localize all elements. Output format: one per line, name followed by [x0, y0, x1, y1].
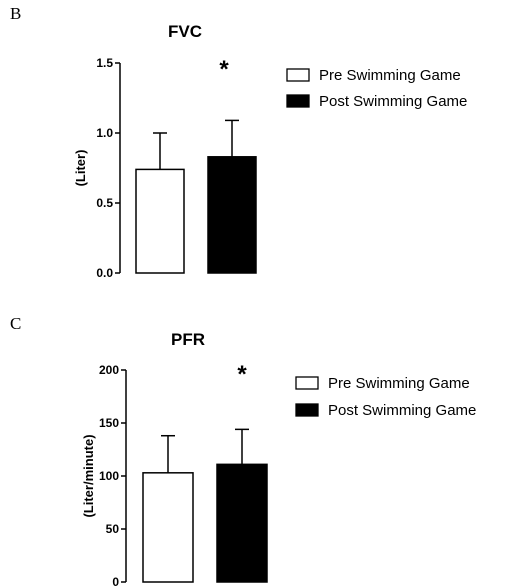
legend-swatch	[286, 68, 310, 82]
legend-swatch	[295, 376, 319, 390]
y-tick-label: 150	[99, 416, 119, 430]
legend-swatch	[286, 94, 310, 108]
legend-label: Post Swimming Game	[319, 93, 467, 110]
y-tick-label: 1.5	[96, 56, 113, 70]
y-tick-label: 200	[99, 363, 119, 377]
y-tick-label: 0	[112, 575, 119, 588]
chart-title: FVC	[168, 22, 202, 41]
chart-title: PFR	[171, 330, 205, 349]
bar-pre-swimming	[135, 168, 185, 274]
y-tick-label: 0.5	[96, 196, 113, 210]
legend-label: Post Swimming Game	[328, 402, 476, 419]
y-tick-label: 0.0	[96, 266, 113, 280]
y-axis-label: (Liter/minute)	[81, 434, 96, 517]
legend-swatch	[295, 403, 319, 417]
y-tick-label: 50	[106, 522, 120, 536]
panel-letter: C	[10, 314, 22, 333]
legend-label: Pre Swimming Game	[319, 67, 461, 84]
bar-pre-swimming	[142, 472, 194, 583]
y-tick-label: 100	[99, 469, 119, 483]
panel-letter: B	[10, 4, 22, 23]
significance-marker: *	[237, 361, 247, 388]
significance-marker: *	[219, 56, 229, 83]
fvc-chart: FVC 0.0 0.5 1.0 1.5 (Liter) * Pre Swimming Game…	[73, 22, 467, 280]
legend-label: Pre Swimming Game	[328, 375, 470, 392]
y-axis-label: (Liter)	[73, 150, 88, 187]
bar-post-swimming	[207, 156, 257, 274]
bar-post-swimming	[216, 463, 268, 583]
panel-c: C PFR 0 50 100 150 200 (Liter/minute) * Pre Swim…	[0, 310, 513, 588]
panel-b: B FVC 0.0 0.5 1.0 1.5 (Liter) * Pre Swimming Ga…	[10, 4, 467, 280]
pfr-chart: PFR 0 50 100 150 200 (Liter/minute) * Pre Swimmi…	[81, 330, 476, 588]
y-tick-label: 1.0	[96, 126, 113, 140]
